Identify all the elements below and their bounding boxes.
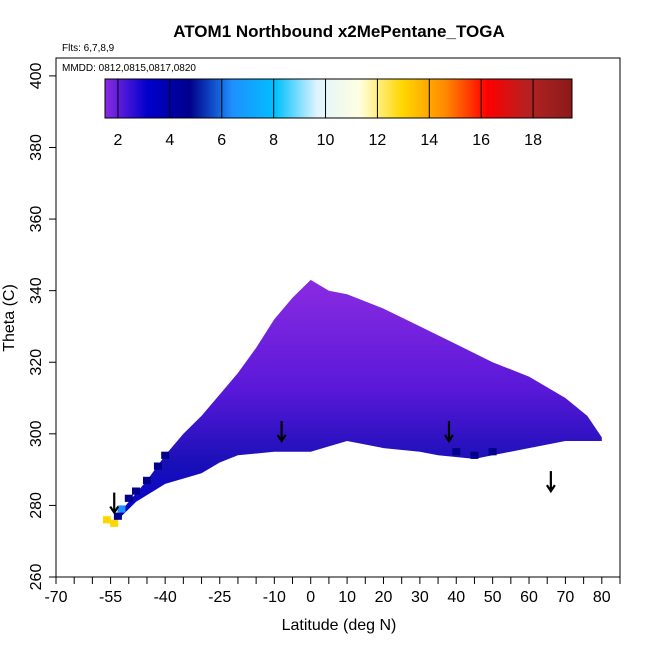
data-cell <box>124 494 133 502</box>
colorbar-tick-label: 2 <box>114 132 123 149</box>
data-cell <box>132 487 140 495</box>
data-cells <box>102 448 497 527</box>
field-region <box>114 279 602 524</box>
x-tick-label: 20 <box>375 589 393 606</box>
down-arrow-icon <box>444 420 454 443</box>
x-tick-label: 40 <box>447 589 465 606</box>
chart-title: ATOM1 Northbound x2MePentane_TOGA <box>173 22 505 41</box>
y-tick-label: 300 <box>28 420 45 447</box>
colorbar-tick-label: 8 <box>269 132 278 149</box>
x-tick-label: 0 <box>306 589 315 606</box>
x-tick-label: 60 <box>520 589 538 606</box>
y-tick-label: 400 <box>28 62 45 89</box>
flights-label: Flts: 6,7,8,9 <box>62 43 115 54</box>
x-tick-label: 80 <box>593 589 611 606</box>
colorbar-tick-label: 18 <box>524 132 542 149</box>
data-cell <box>153 462 162 470</box>
data-cell <box>113 512 122 520</box>
y-tick-label: 260 <box>28 564 45 591</box>
x-axis-label: Latitude (deg N) <box>282 617 397 634</box>
x-tick-label: 10 <box>338 589 356 606</box>
x-tick-label: 30 <box>411 589 429 606</box>
data-cell <box>117 505 126 513</box>
y-tick-label: 380 <box>28 134 45 161</box>
data-field <box>114 279 602 524</box>
down-arrow-icon <box>545 471 556 494</box>
dates-label: MMDD: 0812,0815,0817,0820 <box>62 63 196 74</box>
y-axis-label: Theta (C) <box>1 284 18 352</box>
colorbar-tick-label: 4 <box>165 132 174 149</box>
y-tick-label: 280 <box>28 492 45 519</box>
x-tick-label: 50 <box>484 589 502 606</box>
y-tick-label: 340 <box>28 277 45 304</box>
colorbar-tick-label: 6 <box>217 132 226 149</box>
x-axis: -70 -55 -40 -25 -10 0 10 20 30 40 50 60 70 80 <box>44 577 621 606</box>
data-cell <box>488 448 497 456</box>
plot-frame <box>55 57 621 578</box>
data-cell <box>470 451 479 459</box>
data-cell <box>161 451 170 459</box>
x-tick-label: -10 <box>263 589 286 606</box>
data-cell <box>452 448 461 456</box>
colorbar-tick-label: 14 <box>420 132 438 149</box>
y-tick-label: 320 <box>28 349 45 376</box>
colorbar-tick-label: 10 <box>317 132 335 149</box>
colorbar-tick-label: 16 <box>472 132 490 149</box>
y-axis: 260 280 300 320 340 360 380 400 <box>28 62 56 590</box>
colorbar <box>104 78 573 119</box>
data-cell <box>102 516 111 524</box>
colorbar-tick-label: 12 <box>369 132 387 149</box>
data-cell <box>110 519 119 527</box>
down-arrow-icon <box>276 420 287 443</box>
x-tick-label: -40 <box>154 589 177 606</box>
data-cell <box>143 476 151 484</box>
x-tick-label: -55 <box>99 589 122 606</box>
colorbar-ticks: 2 4 6 8 10 12 14 16 18 <box>114 79 542 149</box>
x-tick-label: -70 <box>44 589 67 606</box>
arrow-markers <box>109 420 556 515</box>
down-arrow-icon <box>109 492 120 515</box>
x-tick-label: 70 <box>557 589 575 606</box>
x-tick-label: -25 <box>208 589 231 606</box>
y-tick-label: 360 <box>28 206 45 233</box>
